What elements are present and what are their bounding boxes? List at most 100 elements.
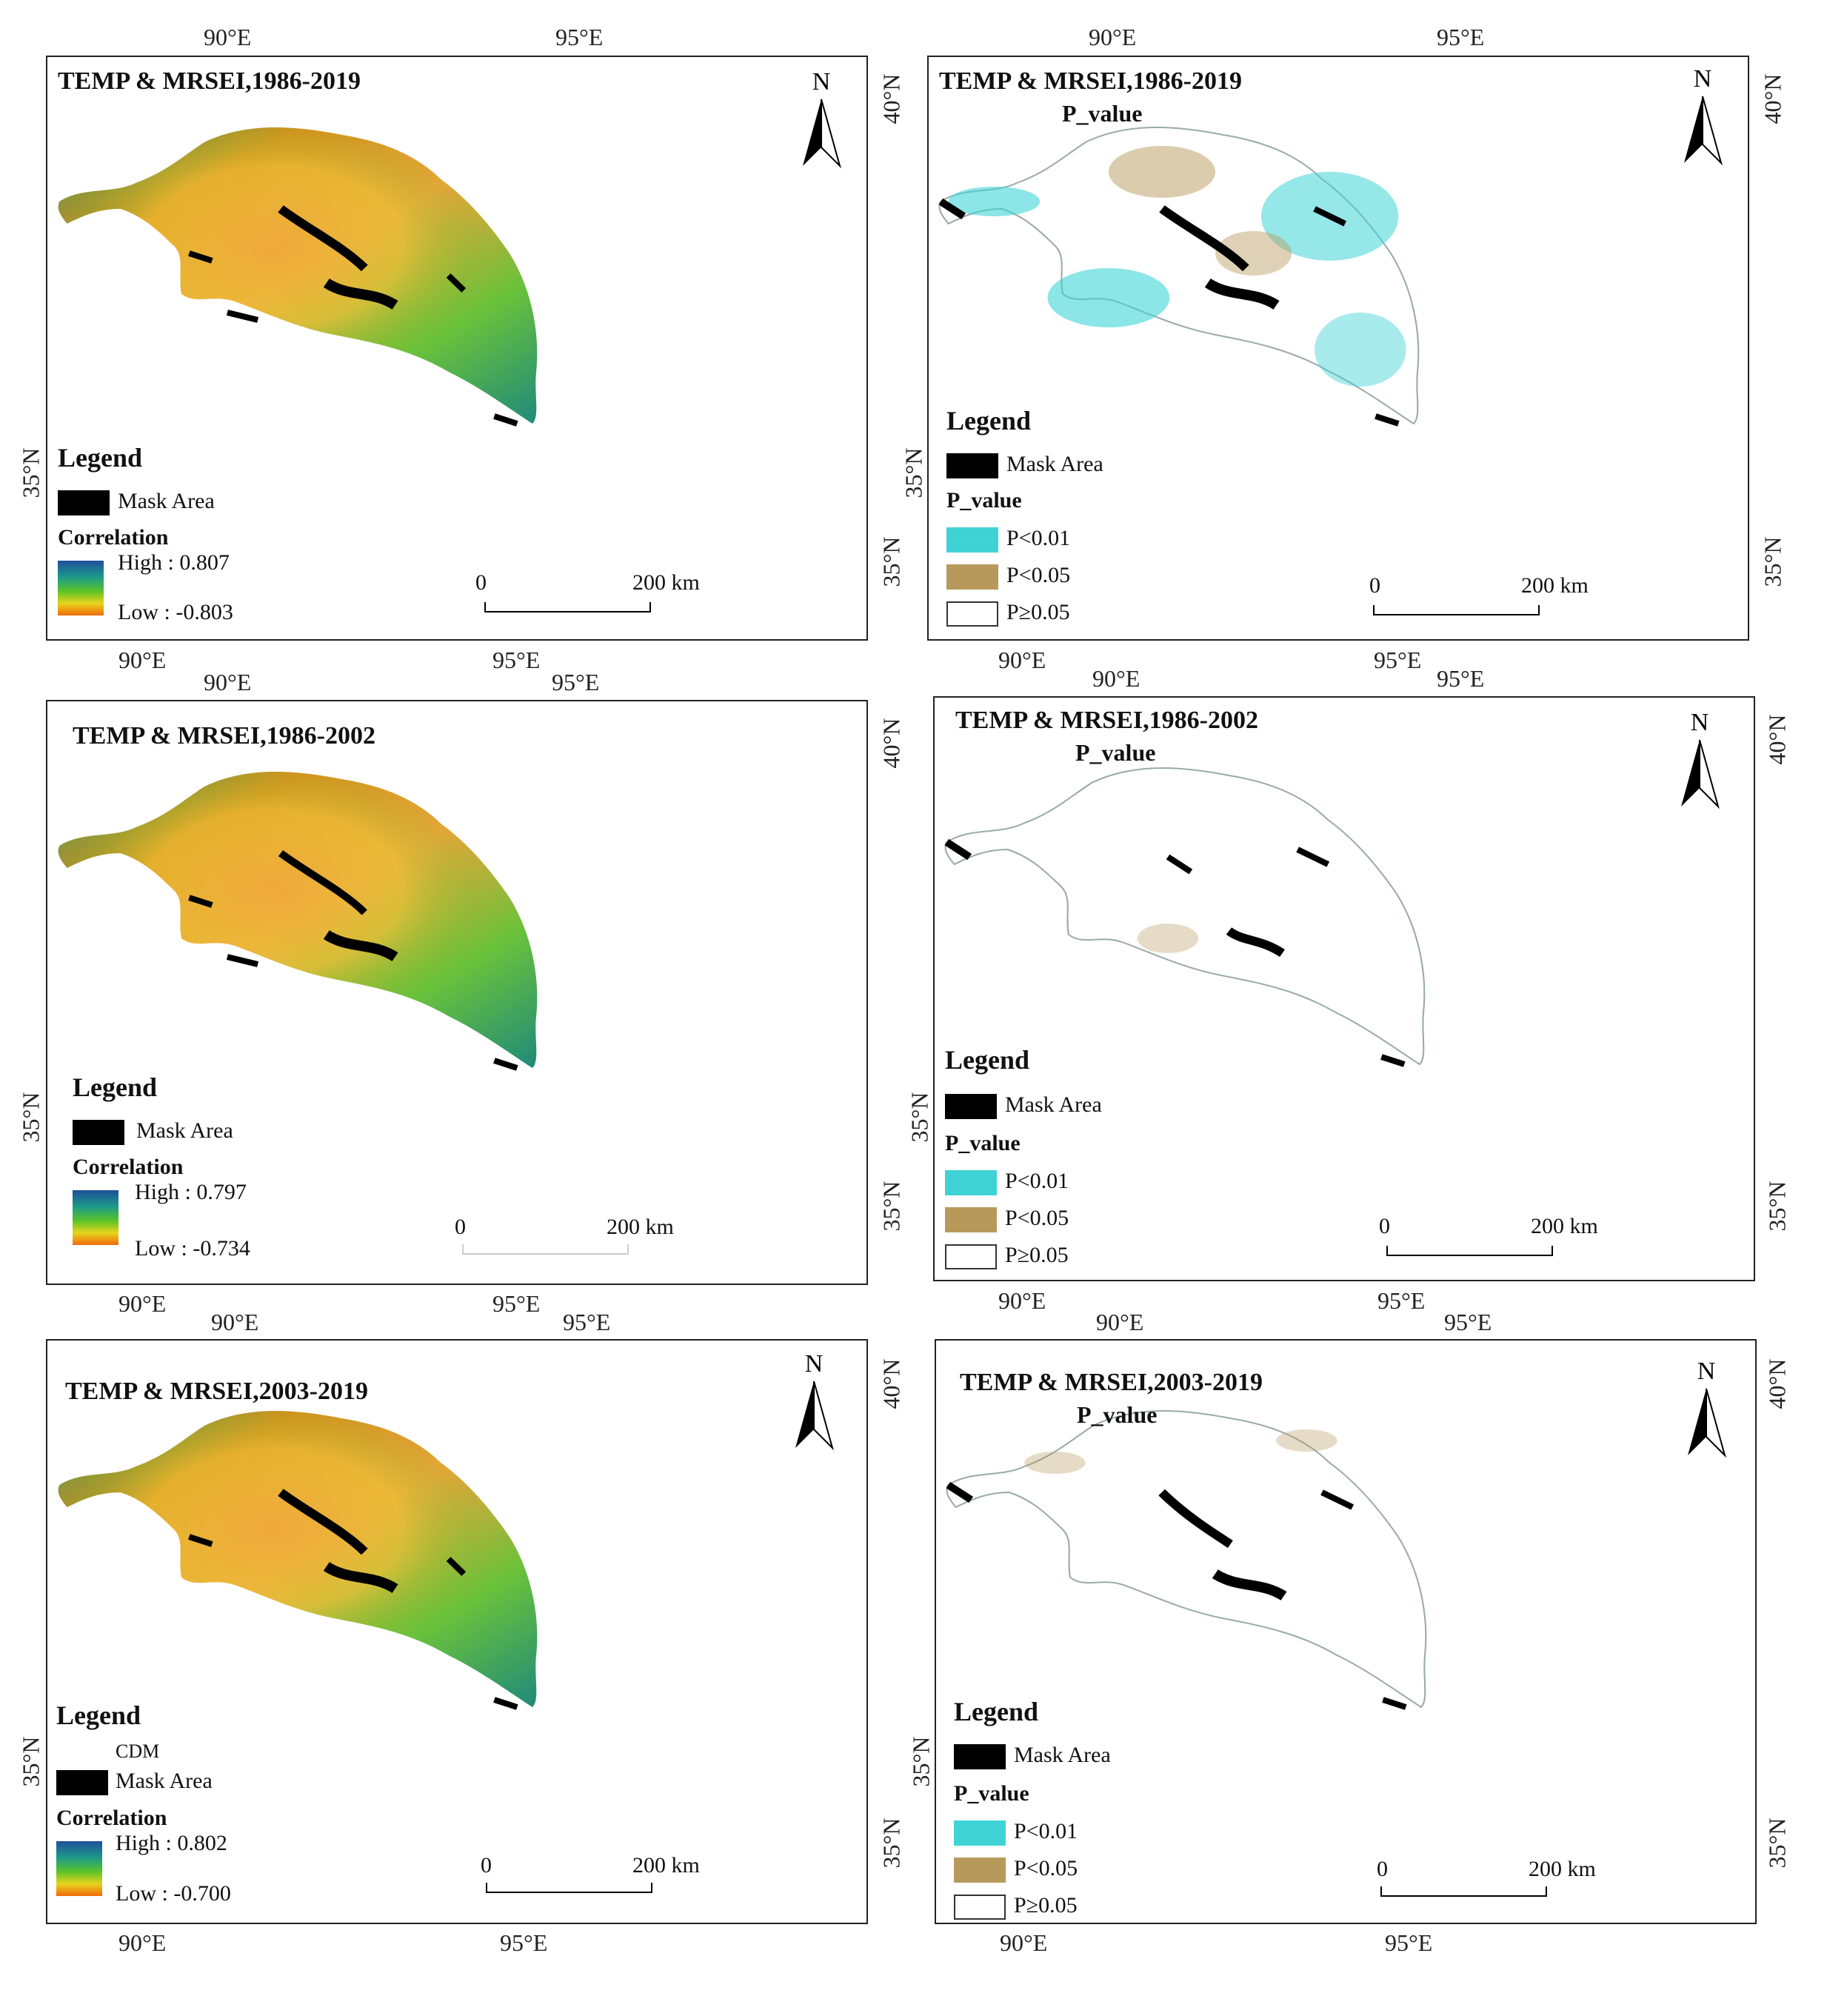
map-subtitle: P_value: [1077, 1401, 1158, 1428]
scale-bar: [486, 1883, 652, 1893]
lon-label: 90°E: [204, 24, 252, 50]
map-title: TEMP & MRSEI,1986-2019: [58, 67, 361, 95]
mask-label: Mask Area: [1014, 1743, 1111, 1767]
p005-swatch: [954, 1858, 1006, 1883]
map-title: TEMP & MRSEI,1986-2002: [955, 707, 1258, 734]
lon-label: 90°E: [118, 1290, 167, 1317]
map-title: TEMP & MRSEI,2003-2019: [960, 1369, 1263, 1396]
scale-bar: [484, 602, 651, 613]
lat-label: 35°N: [1763, 1818, 1791, 1869]
lon-label: 90°E: [1096, 1309, 1144, 1335]
mask-label: Mask Area: [116, 1769, 213, 1793]
lat-label: 35°N: [1759, 536, 1786, 587]
correlation-gradient: [58, 561, 104, 615]
correlation-gradient: [56, 1841, 102, 1896]
high-label: High : 0.797: [135, 1180, 247, 1204]
lat-label: 35°N: [878, 536, 905, 587]
legend-heading: Legend: [58, 443, 143, 473]
lat-label: 35°N: [906, 1092, 933, 1143]
lat-label: 40°N: [1763, 1358, 1791, 1409]
lon-label: 90°E: [211, 1309, 259, 1335]
map-panel-corr-2003-2019: TEMP & MRSEI,2003-2019 N Legend CDM Mask…: [46, 1339, 868, 1924]
north-arrow-icon: N: [1688, 1358, 1726, 1458]
map-subtitle: P_value: [1062, 100, 1143, 127]
scale-bar: [1386, 1246, 1553, 1256]
lat-label: 35°N: [17, 1092, 44, 1143]
north-arrow-icon: N: [803, 68, 841, 169]
lat-label: 35°N: [878, 1818, 905, 1869]
pns-label: P≥0.05: [1014, 1893, 1078, 1917]
lon-label: 90°E: [998, 647, 1046, 673]
p005-label: P<0.05: [1006, 563, 1071, 587]
pvalue-map: [944, 767, 1426, 1067]
scale-distance: 200 km: [1521, 573, 1589, 598]
scale-distance: 200 km: [1531, 1214, 1598, 1238]
scale-zero: 0: [1379, 1214, 1390, 1238]
p005-label: P<0.05: [1005, 1206, 1069, 1230]
lon-label: 95°E: [1437, 665, 1485, 692]
mask-label: Mask Area: [1006, 452, 1103, 476]
scale-zero: 0: [475, 570, 487, 595]
map-title: TEMP & MRSEI,1986-2002: [73, 722, 375, 750]
lat-label: 35°N: [907, 1736, 935, 1787]
scale-bar: [1373, 605, 1540, 615]
svg-text:N: N: [1694, 65, 1712, 93]
map-panel-corr-1986-2002: TEMP & MRSEI,1986-2002 Legend Mask Area …: [46, 700, 868, 1285]
scale-distance: 200 km: [632, 570, 700, 595]
map-title: TEMP & MRSEI,1986-2019: [939, 67, 1242, 95]
scale-zero: 0: [1369, 573, 1380, 598]
p001-swatch: [954, 1820, 1006, 1846]
lat-label: 35°N: [1763, 1181, 1791, 1232]
mask-label: Mask Area: [118, 489, 215, 513]
map-panel-pvalue-1986-2002: TEMP & MRSEI,1986-2002 P_value N Legend …: [933, 696, 1755, 1281]
mask-swatch: [954, 1744, 1006, 1769]
p001-label: P<0.01: [1005, 1169, 1069, 1193]
svg-text:N: N: [1691, 709, 1709, 736]
pvalue-title: P_value: [946, 488, 1022, 513]
map-panel-pvalue-2003-2019: TEMP & MRSEI,2003-2019 P_value N Legend …: [935, 1339, 1757, 1924]
map-panel-corr-1986-2019: TEMP & MRSEI,1986-2019 N Legend Mask Are…: [46, 56, 868, 641]
mask-swatch: [945, 1094, 997, 1119]
pvalue-map: [938, 126, 1420, 427]
pvalue-title: P_value: [954, 1781, 1029, 1806]
mask-swatch: [56, 1770, 108, 1795]
lon-label: 90°E: [1000, 1929, 1048, 1956]
pvalue-map: [946, 1409, 1427, 1710]
pns-swatch: [954, 1895, 1006, 1920]
pns-label: P≥0.05: [1006, 600, 1070, 624]
lat-label: 35°N: [900, 447, 927, 498]
map-subtitle: P_value: [1075, 739, 1156, 766]
lat-label: 40°N: [1759, 73, 1786, 124]
mask-label: Mask Area: [136, 1118, 233, 1143]
map-panel-pvalue-1986-2019: TEMP & MRSEI,1986-2019 P_value N Legend …: [927, 56, 1749, 641]
scale-distance: 200 km: [1529, 1857, 1596, 1881]
lat-label: 40°N: [878, 73, 905, 124]
lon-label: 95°E: [500, 1929, 548, 1956]
mask-swatch: [58, 490, 110, 515]
correlation-gradient: [73, 1190, 118, 1245]
correlation-map: [58, 127, 538, 427]
high-label: High : 0.807: [118, 550, 230, 575]
legend-heading: Legend: [946, 406, 1032, 435]
pns-swatch: [945, 1244, 997, 1269]
lon-label: 90°E: [1092, 665, 1140, 692]
lon-label: 90°E: [998, 1287, 1046, 1314]
map-title: TEMP & MRSEI,2003-2019: [65, 1378, 368, 1405]
lon-label: 90°E: [204, 669, 252, 695]
lat-label: 35°N: [17, 1736, 44, 1787]
correlation-title: Correlation: [56, 1806, 167, 1830]
legend-heading: Legend: [56, 1700, 141, 1730]
p001-swatch: [946, 527, 998, 553]
lat-label: 40°N: [1763, 714, 1791, 765]
correlation-title: Correlation: [58, 525, 169, 550]
low-label: Low : -0.803: [118, 600, 233, 624]
lon-label: 95°E: [555, 24, 604, 50]
correlation-map: [58, 772, 538, 1071]
lon-label: 90°E: [118, 647, 167, 673]
lon-label: 90°E: [118, 1929, 167, 1956]
p005-swatch: [946, 564, 998, 590]
legend-heading: Legend: [945, 1045, 1030, 1075]
lon-label: 95°E: [492, 1290, 541, 1317]
legend-extra-label: CDM: [116, 1740, 160, 1762]
lat-label: 35°N: [17, 447, 44, 498]
